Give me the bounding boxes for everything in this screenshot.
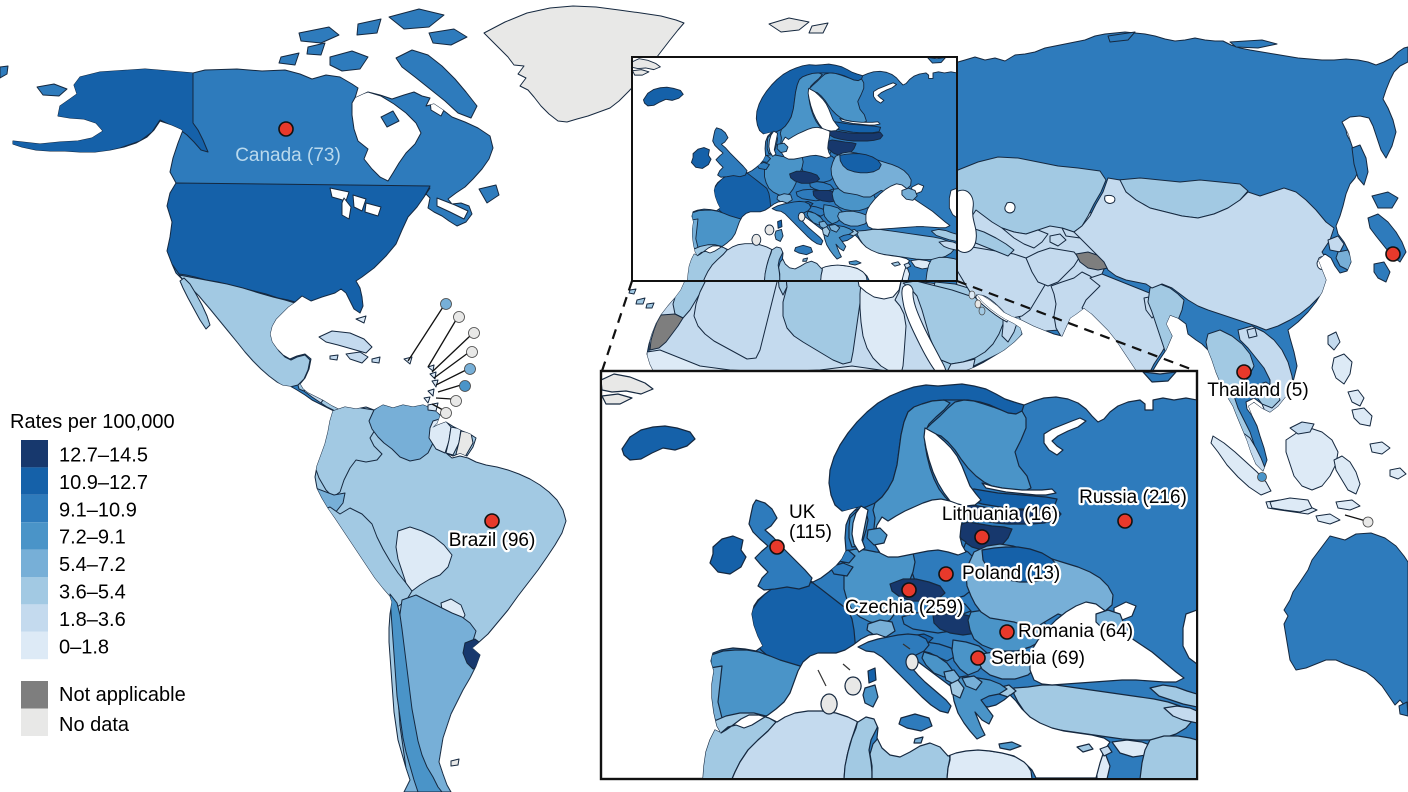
- svg-text:Romania (64): Romania (64): [1018, 621, 1133, 642]
- svg-text:Lithuania (16): Lithuania (16): [942, 504, 1058, 525]
- svg-text:Brazil (96): Brazil (96): [449, 530, 536, 551]
- svg-text:Russia (216): Russia (216): [1079, 487, 1187, 508]
- svg-text:Brazil (96): Brazil (96): [449, 530, 536, 551]
- svg-text:12.7–14.5: 12.7–14.5: [59, 445, 148, 467]
- svg-text:10.9–12.7: 10.9–12.7: [59, 472, 148, 494]
- svg-text:Rates per 100,000: Rates per 100,000: [10, 411, 175, 433]
- svg-text:Romania (64): Romania (64): [1018, 621, 1133, 642]
- svg-text:7.2–9.1: 7.2–9.1: [59, 527, 126, 549]
- svg-text:Thailand (5): Thailand (5): [1207, 380, 1308, 401]
- svg-text:Czechia (259): Czechia (259): [845, 597, 963, 618]
- svg-text:(115): (115): [789, 522, 832, 543]
- svg-text:(115): (115): [789, 522, 832, 543]
- svg-text:0–1.8: 0–1.8: [59, 636, 109, 658]
- svg-text:Serbia (69): Serbia (69): [991, 648, 1085, 669]
- svg-text:UK: UK: [789, 502, 816, 523]
- svg-text:Poland (13): Poland (13): [962, 563, 1060, 584]
- svg-text:UK: UK: [789, 502, 816, 523]
- svg-text:1.8–3.6: 1.8–3.6: [59, 609, 126, 631]
- svg-text:Poland (13): Poland (13): [962, 563, 1060, 584]
- svg-text:Not applicable: Not applicable: [59, 684, 186, 706]
- svg-text:Czechia (259): Czechia (259): [845, 597, 963, 618]
- svg-text:Canada (73): Canada (73): [235, 145, 341, 166]
- svg-text:Thailand (5): Thailand (5): [1207, 380, 1308, 401]
- svg-text:9.1–10.9: 9.1–10.9: [59, 499, 137, 521]
- svg-text:Serbia (69): Serbia (69): [991, 648, 1085, 669]
- svg-text:3.6–5.4: 3.6–5.4: [59, 582, 126, 604]
- svg-text:Lithuania (16): Lithuania (16): [942, 504, 1058, 525]
- svg-text:Russia (216): Russia (216): [1079, 487, 1187, 508]
- svg-text:No data: No data: [59, 714, 130, 736]
- svg-text:5.4–7.2: 5.4–7.2: [59, 554, 126, 576]
